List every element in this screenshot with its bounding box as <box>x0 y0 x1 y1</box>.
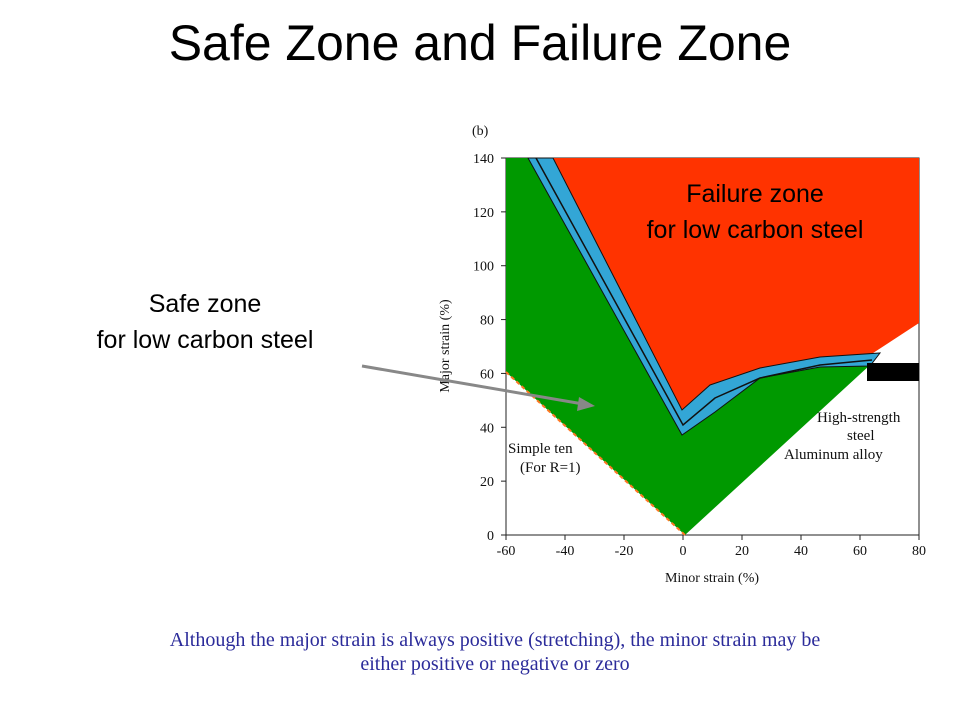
caption-line1: Although the major strain is always posi… <box>169 629 821 651</box>
x-tick-label: 20 <box>735 544 749 559</box>
caption-line2: either positive or negative or zero <box>360 653 630 675</box>
y-tick-label: 20 <box>480 475 494 490</box>
x-axis: -60 -40 -20 0 20 40 60 80 <box>497 535 926 559</box>
safe-callout-line1: Safe zone <box>148 290 262 318</box>
failure-callout-line1: Failure zone <box>686 180 824 208</box>
failure-zone-callout: Failure zone for low carbon steel <box>600 176 910 248</box>
x-tick-label: -60 <box>497 544 516 559</box>
callout-arrow <box>361 364 584 406</box>
black-block <box>867 363 919 381</box>
x-tick-label: 80 <box>912 544 926 559</box>
limit-curve-high-strength <box>535 157 873 427</box>
simple-tension-label-2: (For R=1) <box>520 460 581 476</box>
y-tick-label: 120 <box>473 206 494 221</box>
page-title: Safe Zone and Failure Zone <box>168 15 792 71</box>
failure-callout-line2: for low carbon steel <box>646 216 864 244</box>
x-axis-label: Minor strain (%) <box>665 571 759 586</box>
high-strength-label-1: High-strength <box>817 410 901 426</box>
y-tick-label: 80 <box>480 314 494 329</box>
y-tick-label: 60 <box>480 367 494 382</box>
simple-tension-label-1: Simple ten <box>508 441 573 457</box>
x-tick-label: 0 <box>680 544 687 559</box>
safe-zone <box>506 158 870 535</box>
x-tick-label: 60 <box>853 544 867 559</box>
y-tick-label: 0 <box>487 529 494 544</box>
caption: Although the major strain is always posi… <box>40 628 950 676</box>
x-tick-label: -40 <box>556 544 575 559</box>
safe-callout-line2: for low carbon steel <box>96 326 314 354</box>
simple-tension-line <box>505 371 686 536</box>
y-axis-label: Major strain (%) <box>438 299 453 393</box>
y-tick-label: 140 <box>473 152 494 167</box>
failure-zone <box>553 158 919 410</box>
arrow-head-icon <box>577 397 595 411</box>
limit-curve-band <box>527 157 882 436</box>
panel-label: (b) <box>472 124 489 139</box>
x-tick-label: -20 <box>615 544 634 559</box>
y-tick-label: 100 <box>473 260 494 275</box>
y-axis: 0 20 40 60 80 100 120 140 <box>473 152 506 544</box>
high-strength-label-2: steel <box>847 428 875 444</box>
y-tick-label: 40 <box>480 421 494 436</box>
safe-zone-callout: Safe zone for low carbon steel <box>40 286 370 358</box>
x-tick-label: 40 <box>794 544 808 559</box>
aluminum-label: Aluminum alloy <box>784 447 883 463</box>
